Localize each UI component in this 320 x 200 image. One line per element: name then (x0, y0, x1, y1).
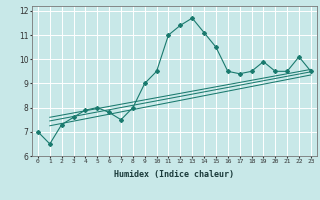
X-axis label: Humidex (Indice chaleur): Humidex (Indice chaleur) (115, 170, 234, 179)
